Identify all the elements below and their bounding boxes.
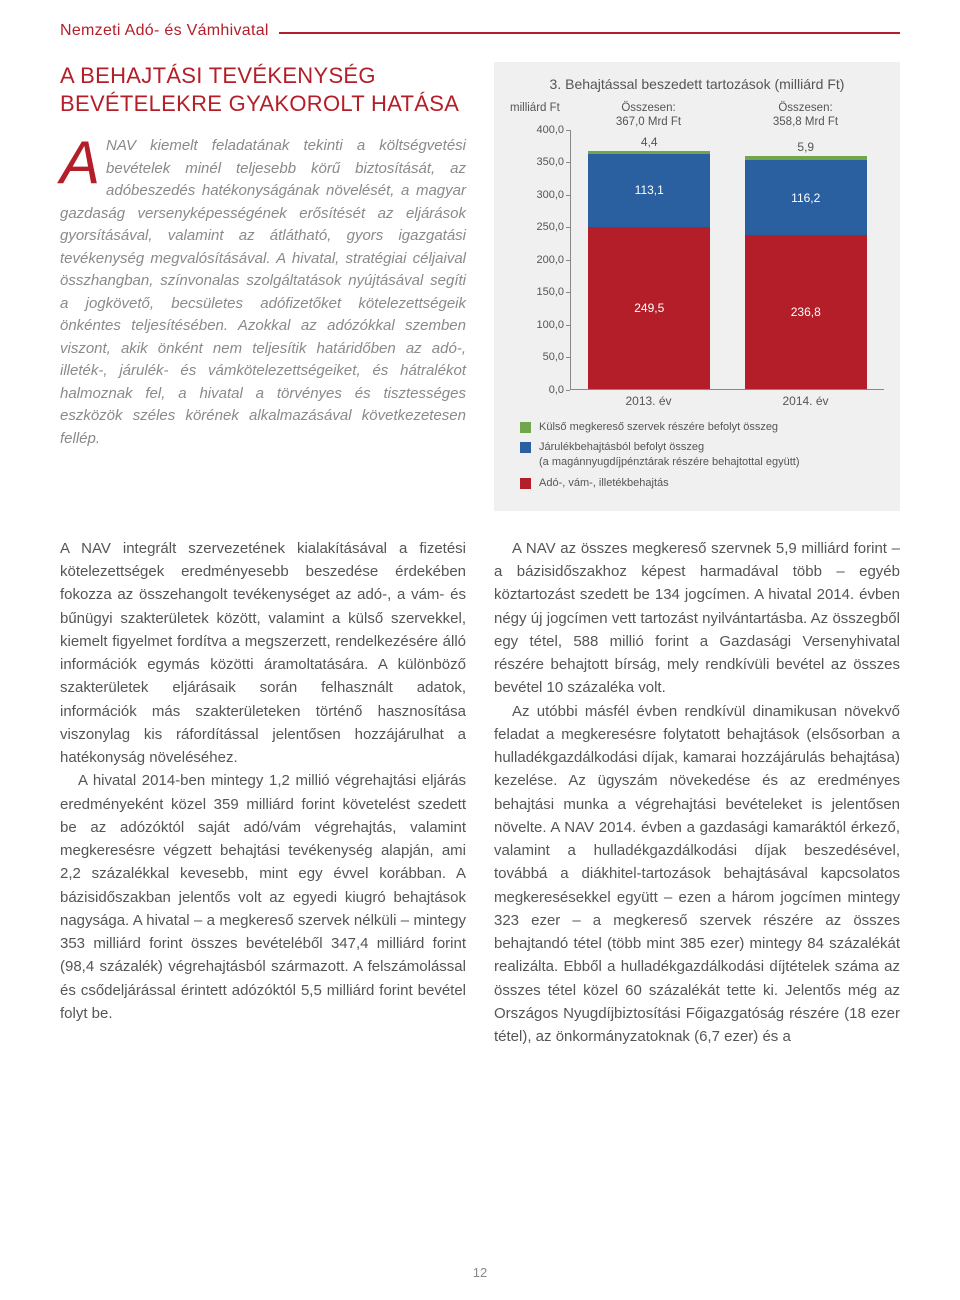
y-tick: 150,0 bbox=[536, 286, 564, 298]
chart-title: 3. Behajtással beszedett tartozások (mil… bbox=[510, 76, 884, 92]
y-tick: 100,0 bbox=[536, 319, 564, 331]
stacked-bar: 236,8 116,2 5,9 bbox=[745, 156, 867, 388]
legend-swatch bbox=[520, 442, 531, 453]
x-label-2: 2014. év bbox=[727, 394, 884, 408]
y-tick: 0,0 bbox=[549, 384, 564, 396]
chart-total-2: Összesen: 358,8 Mrd Ft bbox=[727, 102, 884, 130]
chart-card: 3. Behajtással beszedett tartozások (mil… bbox=[494, 62, 900, 511]
y-tick: 250,0 bbox=[536, 221, 564, 233]
y-tick: 300,0 bbox=[536, 189, 564, 201]
bar-value-label: 236,8 bbox=[791, 305, 821, 319]
body-left-p1: A NAV integrált szervezetének kialakítás… bbox=[60, 537, 466, 770]
bar-value-label: 5,9 bbox=[745, 140, 867, 154]
body-left-column: A NAV integrált szervezetének kialakítás… bbox=[60, 537, 466, 1049]
bar-column: 236,8 116,2 5,9 bbox=[728, 130, 885, 389]
legend-label: Adó-, vám-, illetékbehajtás bbox=[539, 476, 669, 491]
x-axis-labels: 2013. év 2014. év bbox=[510, 394, 884, 408]
bar-segment: 249,5 bbox=[588, 227, 710, 389]
legend-swatch bbox=[520, 422, 531, 433]
bar-segment: 5,9 bbox=[745, 156, 867, 160]
legend-label: Járulékbehajtásból befolyt összeg (a mag… bbox=[539, 440, 800, 470]
page-number: 12 bbox=[0, 1265, 960, 1280]
bar-value-label: 249,5 bbox=[634, 301, 664, 315]
y-axis: 0,050,0100,0150,0200,0250,0300,0350,0400… bbox=[510, 130, 570, 390]
y-tick: 400,0 bbox=[536, 124, 564, 136]
bar-segment: 116,2 bbox=[745, 160, 867, 235]
body-right-p1: A NAV az összes megkereső szervnek 5,9 m… bbox=[494, 537, 900, 700]
bar-segment: 113,1 bbox=[588, 154, 710, 227]
page-header: Nemzeti Adó- és Vámhivatal bbox=[60, 32, 900, 34]
body-right-column: A NAV az összes megkereső szervnek 5,9 m… bbox=[494, 537, 900, 1049]
y-tick: 50,0 bbox=[543, 351, 564, 363]
stacked-bar: 249,5 113,1 4,4 bbox=[588, 151, 710, 389]
chart-legend: Külső megkereső szervek részére befolyt … bbox=[510, 420, 884, 491]
intro-paragraph: ANAV kiemelt feladatának tekinti a költs… bbox=[60, 135, 466, 450]
chart-total-1: Összesen: 367,0 Mrd Ft bbox=[570, 102, 727, 130]
x-label-1: 2013. év bbox=[570, 394, 727, 408]
plot-area: 249,5 113,1 4,4 236,8 116,2 5,9 bbox=[570, 130, 884, 390]
legend-swatch bbox=[520, 478, 531, 489]
org-name: Nemzeti Adó- és Vámhivatal bbox=[60, 22, 279, 40]
legend-item: Járulékbehajtásból befolyt összeg (a mag… bbox=[520, 440, 884, 470]
bar-segment: 236,8 bbox=[745, 235, 867, 388]
legend-item: Adó-, vám-, illetékbehajtás bbox=[520, 476, 884, 491]
dropcap: A bbox=[60, 135, 106, 187]
legend-label: Külső megkereső szervek részére befolyt … bbox=[539, 420, 778, 435]
legend-item: Külső megkereső szervek részére befolyt … bbox=[520, 420, 884, 435]
bar-column: 249,5 113,1 4,4 bbox=[571, 130, 728, 389]
bar-segment: 4,4 bbox=[588, 151, 710, 154]
chart-totals-row: milliárd Ft Összesen: 367,0 Mrd Ft Össze… bbox=[510, 102, 884, 130]
body-left-p2: A hivatal 2014-ben mintegy 1,2 millió vé… bbox=[60, 769, 466, 1025]
bar-value-label: 113,1 bbox=[635, 183, 664, 197]
bar-value-label: 4,4 bbox=[588, 135, 710, 149]
y-tick: 350,0 bbox=[536, 156, 564, 168]
bar-value-label: 116,2 bbox=[791, 191, 820, 205]
chart-plot: 0,050,0100,0150,0200,0250,0300,0350,0400… bbox=[510, 130, 884, 390]
body-right-p2: Az utóbbi másfél évben rendkívül dinamik… bbox=[494, 700, 900, 1049]
section-title: A BEHAJTÁSI TEVÉKENYSÉG BEVÉTELEKRE GYAK… bbox=[60, 62, 466, 117]
y-tick: 200,0 bbox=[536, 254, 564, 266]
intro-text: NAV kiemelt feladatának tekinti a költsé… bbox=[60, 137, 466, 447]
